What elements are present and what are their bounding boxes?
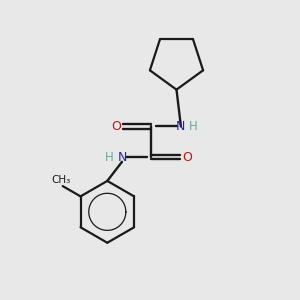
Text: H: H (105, 151, 114, 164)
Text: N: N (117, 151, 127, 164)
Text: CH₃: CH₃ (52, 175, 71, 184)
Text: O: O (111, 120, 121, 133)
Text: N: N (176, 120, 186, 133)
Text: O: O (182, 151, 192, 164)
Text: H: H (189, 120, 198, 133)
